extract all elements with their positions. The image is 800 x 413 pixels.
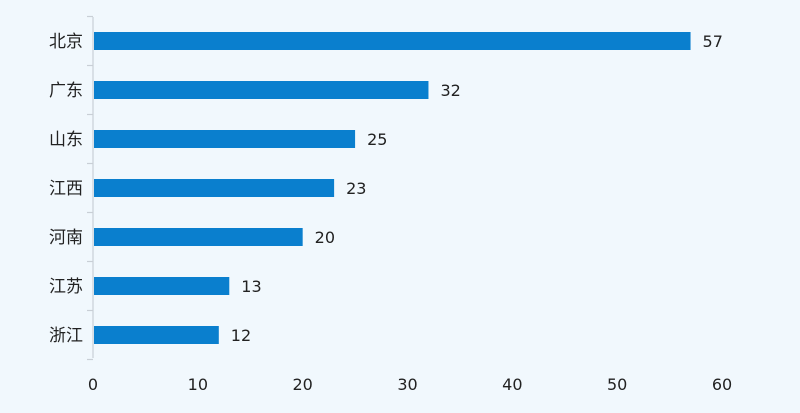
bar xyxy=(94,228,303,246)
data-label: 32 xyxy=(440,81,460,100)
category-label: 河南 xyxy=(49,228,83,248)
category-label: 江西 xyxy=(49,179,83,199)
chart-bars xyxy=(94,32,691,344)
category-label: 广东 xyxy=(49,81,83,101)
data-label: 12 xyxy=(231,326,251,345)
x-tick-label: 60 xyxy=(712,375,732,394)
bar xyxy=(94,81,429,99)
data-label: 13 xyxy=(241,277,261,296)
bar xyxy=(94,326,219,344)
chart-labels: 北京 57 广东 32 山东 25 江西 23 河南 20 江苏 13 浙江 12 0 10 20 30 40 50 6… xyxy=(49,32,732,394)
data-label: 57 xyxy=(703,32,723,51)
data-label: 20 xyxy=(315,228,335,247)
bar xyxy=(94,179,335,197)
bar xyxy=(94,277,230,295)
category-label: 江苏 xyxy=(49,277,83,297)
chart-axes xyxy=(87,15,94,361)
category-label: 浙江 xyxy=(49,326,83,346)
x-tick-label: 0 xyxy=(88,375,98,394)
category-label: 北京 xyxy=(49,32,83,52)
x-tick-label: 50 xyxy=(607,375,627,394)
x-tick-label: 10 xyxy=(188,375,208,394)
bar xyxy=(94,130,356,148)
data-label: 25 xyxy=(367,130,387,149)
category-label: 山东 xyxy=(49,130,83,150)
x-tick-label: 20 xyxy=(292,375,312,394)
bar xyxy=(94,32,691,50)
x-tick-label: 30 xyxy=(397,375,417,394)
x-tick-label: 40 xyxy=(502,375,522,394)
data-label: 23 xyxy=(346,179,366,198)
